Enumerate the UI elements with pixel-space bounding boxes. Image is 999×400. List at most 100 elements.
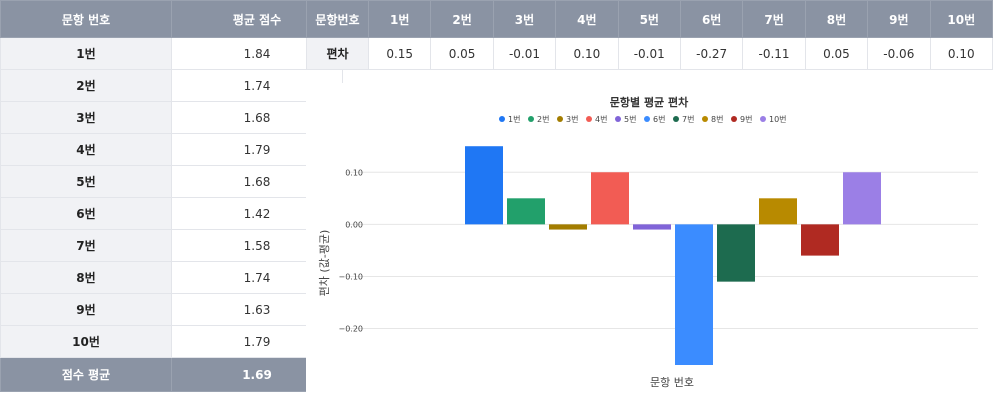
deviation-value: 0.15 [367,37,432,70]
legend-marker [557,116,563,122]
question-label: 10번 [0,325,172,358]
y-tick-label: 0.00 [345,220,363,229]
table-row: 5번 1.68 [0,165,343,198]
table-row: 6번 1.42 [0,197,343,230]
legend-label: 8번 [711,115,723,124]
question-label: 3번 [0,101,172,134]
legend-item: 4번 [586,115,607,124]
bar-8 [759,198,797,225]
question-label: 2번 [0,69,172,102]
table-row: 8번 1.74 [0,261,343,294]
bar-9 [801,224,839,256]
question-label: 6번 [0,197,172,230]
bar-1 [465,146,503,225]
table-row: 10번 1.79 [0,325,343,358]
x-axis-label: 문항 번호 [650,376,694,389]
deviation-column-header: 6번 [679,0,744,38]
legend-label: 7번 [682,115,694,124]
table-row: 1번 1.84 [0,37,343,70]
table-row: 7번 1.58 [0,229,343,262]
deviation-value: -0.06 [867,37,931,70]
legend-label: 10번 [769,115,787,124]
question-label: 8번 [0,261,172,294]
deviation-value: 0.10 [555,37,619,70]
deviation-table-header: 문항번호 1번 2번 3번 4번 5번 6번 7번 8번 9번 10번 [306,0,994,38]
legend-item: 2번 [528,115,549,124]
question-label: 4번 [0,133,172,166]
legend-marker [499,116,505,122]
score-average-label: 점수 평균 [0,357,172,392]
table-row: 3번 1.68 [0,101,343,134]
deviation-row: 편차 0.15 0.05 -0.01 0.10 -0.01 -0.27 -0.1… [306,37,994,70]
question-label: 7번 [0,229,172,262]
bar-4 [591,172,629,225]
deviation-chart-svg: 문항별 평균 편차 1번 2번 3번 4번 5번 6번 7번 8번 9번 10번 0.10 0.00… [318,95,978,389]
chart-gridlines [346,171,978,330]
table-row: 2번 1.74 [0,69,343,102]
deviation-value: -0.11 [742,37,806,70]
deviation-column-header: 3번 [492,0,557,38]
y-axis-label: 편차 (값-평균) [318,230,331,297]
deviation-corner-header: 문항번호 [306,0,369,38]
deviation-value: -0.27 [679,37,744,70]
bar-2 [507,198,545,225]
table-row: 9번 1.63 [0,293,343,326]
bar-10 [843,172,881,225]
legend-item: 7번 [673,115,694,124]
deviation-value: 0.10 [929,37,994,70]
chart-title: 문항별 평균 편차 [610,95,689,109]
legend-marker [528,116,534,122]
legend-marker [731,116,737,122]
legend-marker [760,116,766,122]
question-label: 5번 [0,165,172,198]
deviation-column-header: 9번 [867,0,931,38]
legend-marker [586,116,592,122]
y-tick-label: 0.10 [345,168,363,177]
deviation-column-header: 2번 [430,0,494,38]
deviation-column-header: 5번 [617,0,681,38]
legend-marker [615,116,621,122]
bar-3 [549,224,587,230]
deviation-row-label: 편차 [306,37,369,70]
deviation-column-header: 4번 [555,0,619,38]
bar-6 [675,224,713,365]
legend-label: 4번 [595,115,607,124]
legend-item: 1번 [499,115,520,124]
question-label: 1번 [0,37,172,70]
question-label: 9번 [0,293,172,326]
deviation-value: 0.05 [804,37,869,70]
score-average-row: 점수 평균 1.69 [0,357,343,392]
deviation-chart: 문항별 평균 편차 1번 2번 3번 4번 5번 6번 7번 8번 9번 10번 0.10 0.00… [306,83,993,400]
legend-item: 10번 [760,115,787,124]
legend-label: 1번 [508,115,520,124]
y-tick-label: −0.20 [338,325,363,334]
deviation-value: 0.05 [430,37,494,70]
legend-label: 6번 [653,115,665,124]
deviation-column-header: 8번 [804,0,869,38]
chart-bars [465,146,881,365]
deviation-value: -0.01 [617,37,681,70]
legend-label: 2번 [537,115,549,124]
legend-marker [644,116,650,122]
chart-legend: 1번 2번 3번 4번 5번 6번 7번 8번 9번 10번 [499,115,787,124]
score-table-header: 문항 번호 평균 점수 [0,0,343,38]
legend-marker [702,116,708,122]
legend-marker [673,116,679,122]
bar-5 [633,224,671,230]
score-table: 문항 번호 평균 점수 1번 1.84 2번 1.74 3번 1.68 4번 1.79 … [0,0,343,392]
bar-7 [717,224,755,282]
legend-item: 5번 [615,115,636,124]
legend-label: 9번 [740,115,752,124]
legend-label: 5번 [624,115,636,124]
legend-item: 6번 [644,115,665,124]
deviation-column-header: 7번 [742,0,806,38]
legend-item: 9번 [731,115,752,124]
legend-item: 8번 [702,115,723,124]
deviation-column-header: 1번 [367,0,432,38]
deviation-table: 문항번호 1번 2번 3번 4번 5번 6번 7번 8번 9번 10번 편차 0… [306,0,994,70]
chart-y-ticks: 0.10 0.00 −0.10 −0.20 [338,168,363,333]
legend-label: 3번 [566,115,578,124]
deviation-value: -0.01 [492,37,557,70]
deviation-column-header: 10번 [929,0,994,38]
header-question-no: 문항 번호 [0,0,172,38]
